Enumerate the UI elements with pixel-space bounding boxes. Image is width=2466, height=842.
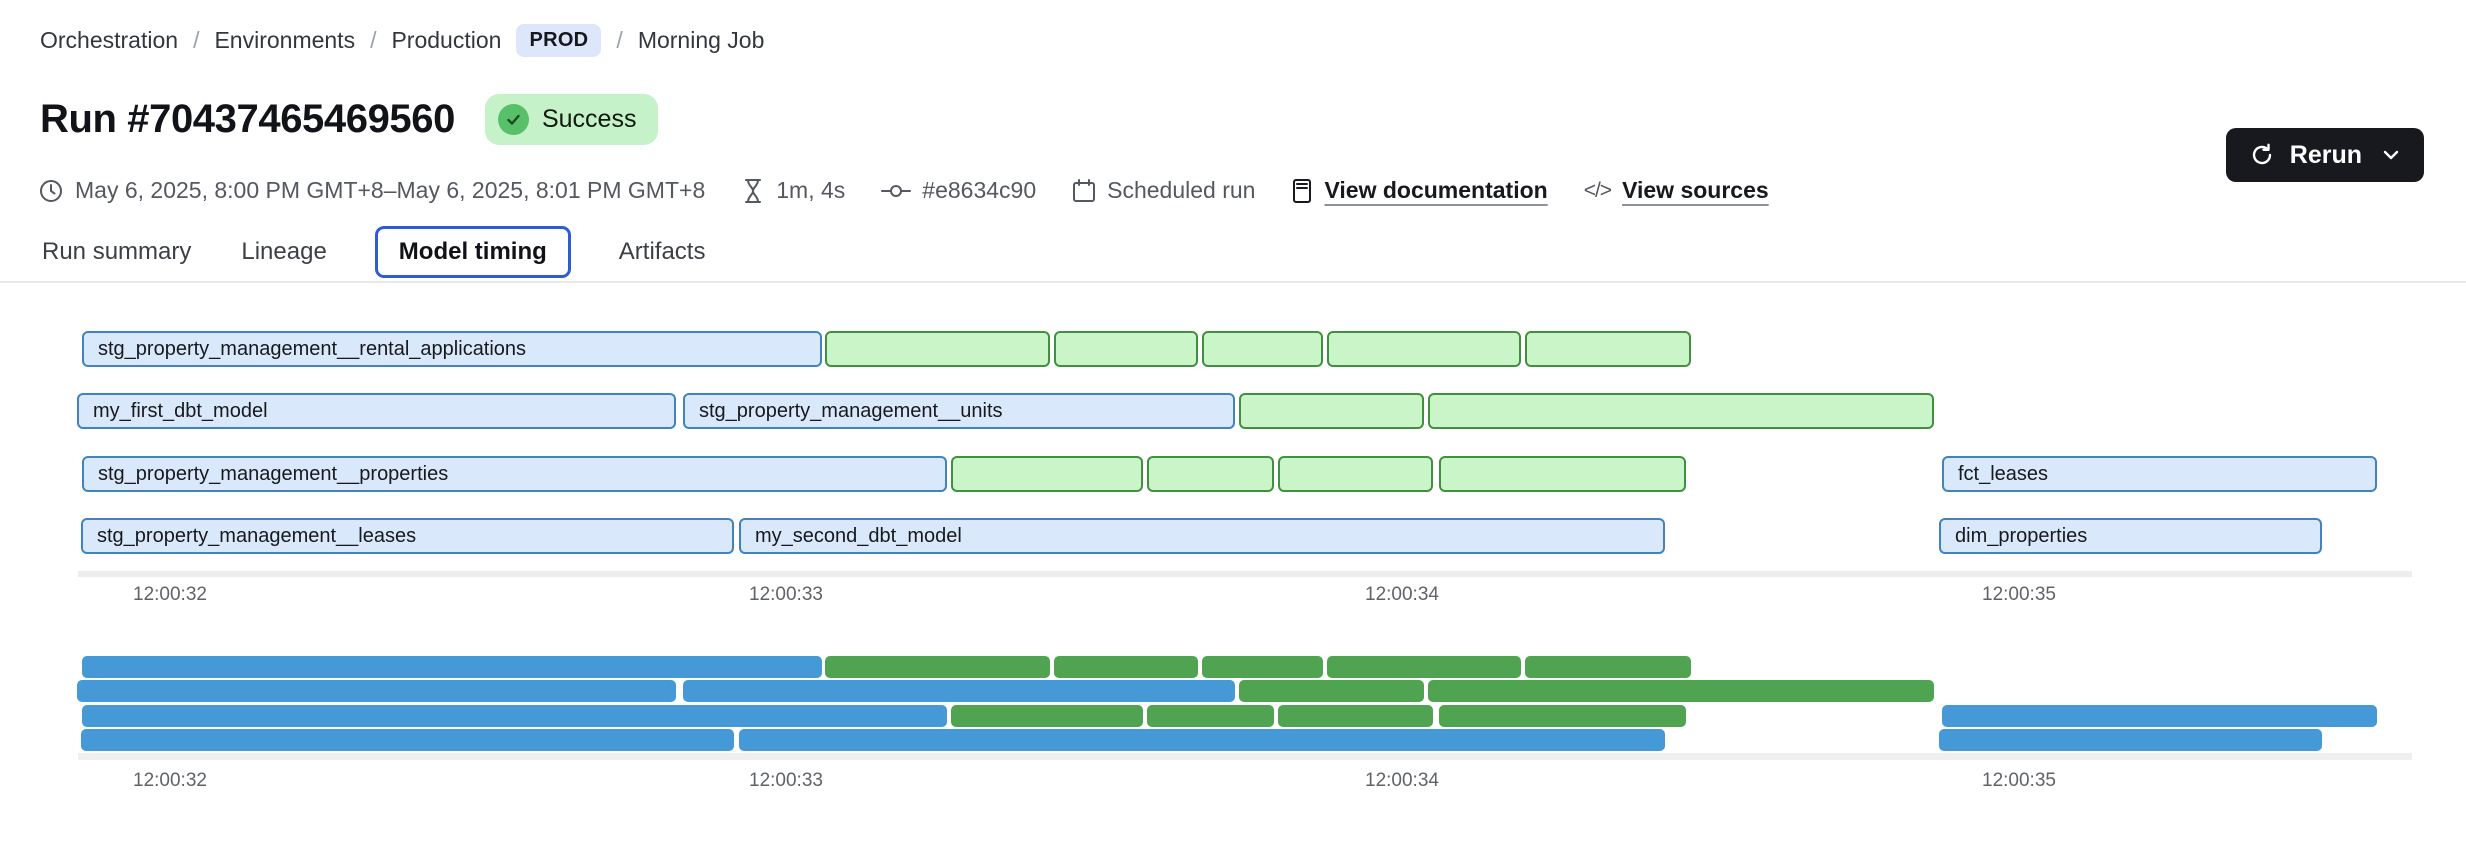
rerun-button-label: Rerun [2289,140,2362,169]
axis-tick-label: 12:00:33 [749,584,823,605]
breadcrumb-environments[interactable]: Environments [214,27,356,53]
gantt-bar-test[interactable] [951,456,1143,492]
gantt-bar-my_first_dbt_model[interactable]: my_first_dbt_model [77,393,676,429]
minimap-bar[interactable] [82,705,947,727]
gantt-bar-test[interactable] [1278,456,1433,492]
gantt-bar-test[interactable] [1327,331,1521,367]
code-icon: </> [1583,178,1612,202]
run-date-range-label: May 6, 2025, 8:00 PM GMT+8–May 6, 2025, … [75,177,706,203]
view-documentation-link[interactable]: View documentation [1291,177,1548,204]
tabs-divider [0,281,2466,283]
breadcrumb-separator: / [616,27,623,53]
view-sources-link[interactable]: </> View sources [1584,177,1769,204]
tab-run-summary[interactable]: Run summary [42,238,192,265]
status-badge: Success [484,94,659,145]
minimap-bar[interactable] [1439,705,1686,727]
gantt-bar-test[interactable] [1202,331,1323,367]
minimap-bar[interactable] [825,656,1050,678]
gantt-bar-dim_properties[interactable]: dim_properties [1939,518,2322,554]
axis-tick-label: 12:00:32 [133,584,207,605]
axis-tick-label: 12:00:34 [1365,770,1439,791]
axis-tick-label: 12:00:34 [1365,584,1439,605]
chevron-down-icon [2381,148,2401,162]
minimap-bar[interactable] [1202,656,1323,678]
breadcrumb-orchestration[interactable]: Orchestration [40,27,179,53]
environment-badge: PROD [516,24,602,57]
minimap-bar[interactable] [1054,656,1198,678]
commit-icon [881,181,912,201]
gantt-bar-test[interactable] [1525,331,1691,367]
axis-tick-label: 12:00:32 [133,770,207,791]
gantt-bar-test[interactable] [1147,456,1274,492]
calendar-icon [1072,178,1096,204]
tab-artifacts[interactable]: Artifacts [618,238,706,265]
gantt-bar-test[interactable] [1054,331,1198,367]
minimap-bar[interactable] [1525,656,1691,678]
view-documentation-label[interactable]: View documentation [1324,177,1548,203]
documentation-icon [1291,178,1313,204]
gantt-bar-stg_property_management__leases[interactable]: stg_property_management__leases [81,518,734,554]
gantt-bar-stg_property_management__rental_applications[interactable]: stg_property_management__rental_applicat… [82,331,822,367]
run-meta-row: May 6, 2025, 8:00 PM GMT+8–May 6, 2025, … [38,177,1769,204]
commit-hash-label: #e8634c90 [922,177,1037,203]
minimap-bar[interactable] [1239,680,1424,702]
breadcrumb: Orchestration / Environments / Productio… [40,24,764,57]
minimap-axis-line [78,753,2412,760]
gantt-bar-test[interactable] [1428,393,1934,429]
title-row: Run #70437465469560 Success [40,94,659,145]
tab-lineage[interactable]: Lineage [241,238,327,265]
axis-tick-label: 12:00:35 [1982,770,2056,791]
hourglass-icon [741,178,765,204]
run-duration: 1m, 4s [741,177,845,204]
minimap-bar[interactable] [951,705,1143,727]
minimap-bar[interactable] [1147,705,1274,727]
gantt-bar-stg_property_management__units[interactable]: stg_property_management__units [683,393,1235,429]
breadcrumb-separator: / [193,27,200,53]
minimap-bar[interactable] [81,729,734,751]
page-title: Run #70437465469560 [40,97,455,141]
tab-bar: Run summary Lineage Model timing Artifac… [40,226,707,278]
gantt-bar-test[interactable] [1439,456,1686,492]
minimap-bar[interactable] [82,656,822,678]
tab-model-timing[interactable]: Model timing [374,226,571,278]
gantt-bar-fct_leases[interactable]: fct_leases [1942,456,2377,492]
minimap-bar[interactable] [1942,705,2377,727]
rerun-button[interactable]: Rerun [2225,128,2424,182]
view-sources-label[interactable]: View sources [1622,177,1769,203]
run-duration-label: 1m, 4s [776,177,846,203]
breadcrumb-production[interactable]: Production [391,27,502,53]
axis-tick-label: 12:00:33 [749,770,823,791]
breadcrumb-morning-job[interactable]: Morning Job [637,27,765,53]
run-trigger: Scheduled run [1072,177,1255,204]
clock-icon [38,178,64,204]
minimap-bar[interactable] [1428,680,1934,702]
status-badge-label: Success [541,105,637,133]
minimap-bar[interactable] [739,729,1665,751]
success-check-icon [497,104,529,135]
gantt-bar-my_second_dbt_model[interactable]: my_second_dbt_model [739,518,1665,554]
minimap-bar[interactable] [1278,705,1433,727]
refresh-icon [2249,142,2275,168]
run-trigger-label: Scheduled run [1107,177,1256,203]
minimap-bar[interactable] [1327,656,1521,678]
gantt-bar-stg_property_management__properties[interactable]: stg_property_management__properties [82,456,947,492]
main-axis-line [78,571,2412,577]
minimap-bar[interactable] [77,680,676,702]
minimap-bar[interactable] [683,680,1235,702]
run-date-range: May 6, 2025, 8:00 PM GMT+8–May 6, 2025, … [38,177,705,204]
gantt-bar-test[interactable] [1239,393,1424,429]
breadcrumb-separator: / [370,27,377,53]
minimap-bar[interactable] [1939,729,2322,751]
axis-tick-label: 12:00:35 [1982,584,2056,605]
gantt-bar-test[interactable] [825,331,1050,367]
commit-hash: #e8634c90 [881,177,1036,204]
